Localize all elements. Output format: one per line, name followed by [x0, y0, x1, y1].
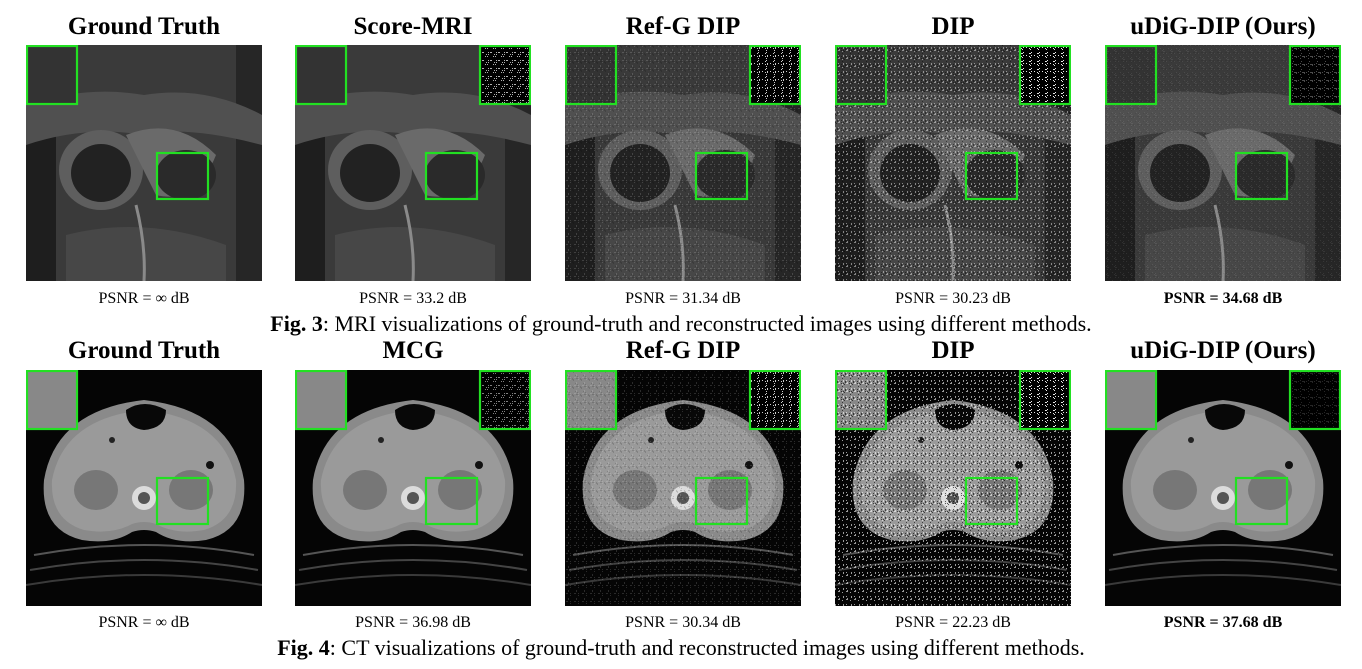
fig4-image-dip [835, 370, 1071, 606]
fig4-psnr-5: PSNR = 37.68 dB [1163, 614, 1283, 631]
fig3-title-1: Ground Truth [67, 13, 221, 40]
fig4-caption: Fig. 4: CT visualizations of ground-trut… [0, 636, 1362, 660]
fig3-image-ref-g-dip [565, 45, 801, 281]
fig4-title-1: Ground Truth [67, 337, 221, 364]
fig3-caption-label: Fig. 3 [270, 311, 323, 336]
fig3-psnr-4: PSNR = 30.23 dB [895, 290, 1011, 307]
fig3-image-ground-truth [26, 45, 262, 281]
fig3-psnr-1: PSNR = ∞ dB [98, 290, 190, 307]
fig3-title-4: DIP [931, 13, 975, 40]
fig3-psnr-2: PSNR = 33.2 dB [359, 290, 467, 307]
fig4-title-5: uDiG-DIP (Ours) [1130, 337, 1316, 364]
fig4-image-mcg [295, 370, 531, 606]
fig3-image-score-mri [295, 45, 531, 281]
fig3-caption-text: : MRI visualizations of ground-truth and… [322, 311, 1092, 336]
fig3-image-udig-dip [1105, 45, 1341, 281]
fig4-title-3: Ref-G DIP [625, 337, 741, 364]
fig3-caption: Fig. 3: MRI visualizations of ground-tru… [0, 312, 1362, 336]
fig4-psnr-1: PSNR = ∞ dB [98, 614, 190, 631]
fig4-title-2: MCG [382, 337, 444, 364]
fig4-image-ref-g-dip [565, 370, 801, 606]
fig4-image-ground-truth [26, 370, 262, 606]
fig3-title-3: Ref-G DIP [625, 13, 741, 40]
fig4-title-4: DIP [931, 337, 975, 364]
fig4-caption-text: : CT visualizations of ground-truth and … [329, 635, 1085, 660]
fig4-image-udig-dip [1105, 370, 1341, 606]
fig4-psnr-4: PSNR = 22.23 dB [895, 614, 1011, 631]
fig4-psnr-3: PSNR = 30.34 dB [625, 614, 741, 631]
fig3-psnr-5: PSNR = 34.68 dB [1163, 290, 1283, 307]
fig3-psnr-3: PSNR = 31.34 dB [625, 290, 741, 307]
fig3-title-2: Score-MRI [353, 13, 473, 40]
fig4-psnr-2: PSNR = 36.98 dB [355, 614, 471, 631]
fig3-title-5: uDiG-DIP (Ours) [1130, 13, 1316, 40]
fig3-image-dip [835, 45, 1071, 281]
fig4-caption-label: Fig. 4 [277, 635, 330, 660]
